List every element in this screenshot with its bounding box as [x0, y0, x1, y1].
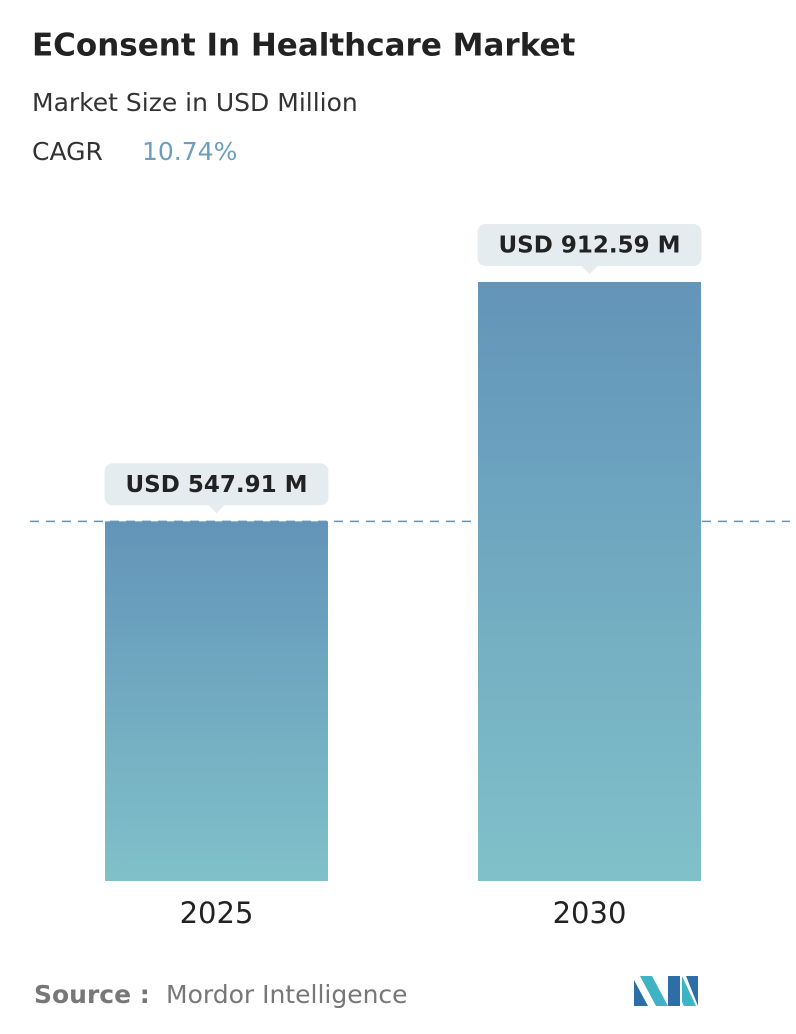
x-tick-label: 2025: [180, 896, 254, 930]
cagr-label: CAGR: [32, 137, 103, 166]
source: Mordor Intelligence: [166, 980, 408, 1009]
value-label-box: [104, 463, 329, 506]
logo: [634, 976, 698, 1006]
value-label-pointer: [208, 505, 225, 514]
value-label: USD 547.91 M: [126, 472, 308, 498]
cagr-value: 10.74%: [142, 137, 237, 166]
value-label: USD 912.59 M: [499, 233, 681, 259]
chart-subtitle: Market Size in USD Million: [32, 88, 358, 117]
x-tick-label: 2030: [553, 896, 627, 930]
bar: [105, 521, 328, 881]
value-label-box: [477, 224, 702, 266]
chart-title: EConsent In Healthcare Market: [32, 28, 576, 64]
source-label: Source :: [34, 980, 150, 1009]
value-label-pointer: [581, 266, 598, 274]
bar: [478, 282, 701, 881]
